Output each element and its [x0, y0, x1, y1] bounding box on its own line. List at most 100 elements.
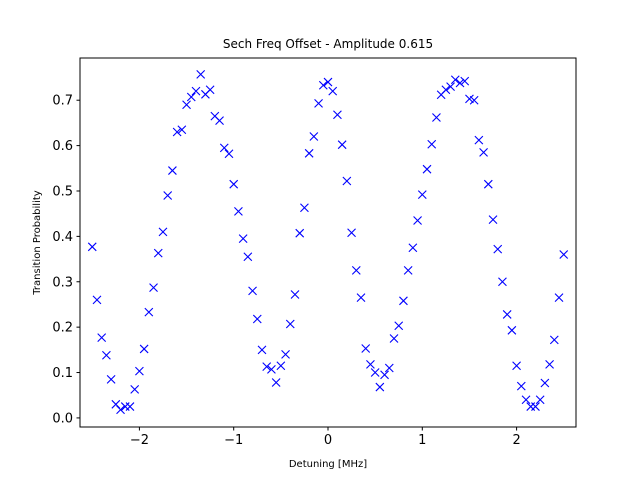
data-point [120, 402, 130, 411]
data-point [304, 148, 314, 158]
data-point [318, 80, 328, 90]
data-point [125, 402, 135, 411]
y-tick-label: 0.2 [52, 321, 73, 336]
y-tick-label: 0.1 [52, 366, 73, 381]
data-point [182, 100, 191, 110]
data-point [474, 135, 484, 145]
data-point [281, 349, 290, 359]
x-tick-label: 2 [512, 433, 520, 448]
data-point [361, 344, 371, 353]
data-point [498, 277, 507, 287]
y-axis-ticks: 0.0 0.1 0.2 0.3 0.4 0.5 0.6 0.7 [52, 94, 80, 426]
data-point [384, 363, 394, 373]
data-point [97, 333, 107, 342]
data-point [422, 164, 432, 174]
data-point [351, 266, 361, 275]
data-point [356, 293, 366, 303]
data-point [219, 143, 229, 153]
data-point [252, 314, 262, 324]
data-point [549, 335, 559, 345]
data-point [502, 310, 512, 319]
data-point [483, 179, 493, 189]
data-point [92, 295, 102, 305]
data-point [238, 234, 248, 244]
data-point [516, 381, 526, 391]
data-point [446, 82, 455, 91]
data-point [177, 125, 187, 135]
y-tick-label: 0.3 [52, 275, 73, 290]
data-points [87, 69, 569, 415]
data-point [450, 75, 460, 85]
x-tick-label: −2 [130, 433, 149, 448]
data-point [460, 76, 470, 86]
data-point [493, 244, 503, 254]
data-point [172, 127, 182, 137]
y-axis-label: Transition Probability [32, 190, 43, 295]
data-point [535, 395, 545, 405]
data-point [116, 405, 125, 415]
data-point [507, 325, 517, 335]
data-point [380, 370, 389, 380]
data-point [333, 110, 342, 120]
data-point [153, 248, 163, 258]
data-point [554, 293, 564, 303]
data-point [399, 296, 408, 306]
data-point [106, 374, 116, 384]
chart-title: Sech Freq Offset - Amplitude 0.615 [223, 37, 433, 51]
data-point [149, 283, 158, 293]
data-point [248, 286, 257, 296]
data-point [295, 228, 305, 238]
data-point [512, 361, 521, 371]
data-point [285, 319, 295, 329]
y-tick-label: 0.5 [52, 184, 73, 199]
data-point [290, 290, 300, 299]
data-point [229, 179, 239, 189]
data-point [441, 85, 451, 95]
data-point [488, 215, 498, 224]
data-point [215, 116, 224, 126]
x-axis-ticks: −2 −1 0 1 2 [130, 427, 521, 448]
data-point [521, 395, 531, 405]
y-tick-label: 0.6 [52, 139, 73, 154]
data-point [432, 113, 441, 122]
data-point [559, 250, 569, 259]
y-tick-label: 0.7 [52, 94, 73, 109]
data-point [370, 368, 380, 377]
data-point [168, 166, 177, 175]
data-point [267, 364, 276, 374]
data-point [309, 132, 319, 141]
x-tick-label: 1 [418, 433, 426, 448]
data-point [234, 207, 243, 216]
data-point [526, 402, 536, 411]
data-point [545, 359, 554, 369]
data-point [394, 321, 404, 331]
data-point [389, 334, 399, 343]
data-point [366, 359, 375, 369]
data-point [408, 243, 418, 253]
y-tick-label: 0.4 [52, 230, 73, 245]
data-point [139, 344, 149, 354]
data-point [413, 216, 422, 225]
data-point [262, 362, 272, 372]
data-point [469, 95, 479, 105]
data-point [403, 266, 413, 275]
data-point [135, 366, 144, 376]
x-tick-label: 0 [324, 433, 332, 448]
data-point [102, 350, 111, 360]
data-point [531, 402, 540, 411]
data-point [342, 176, 352, 186]
data-point [158, 227, 168, 237]
data-point [163, 191, 173, 200]
data-point [540, 378, 550, 388]
data-point [205, 85, 215, 95]
data-point [87, 242, 97, 252]
data-point [417, 190, 427, 200]
data-point [257, 345, 267, 355]
x-tick-label: −1 [224, 433, 243, 448]
data-point [300, 203, 309, 213]
plot-frame [79, 57, 577, 428]
data-point [323, 77, 333, 87]
data-point [314, 98, 323, 108]
